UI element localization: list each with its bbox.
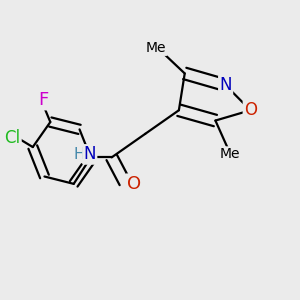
Text: O: O xyxy=(127,175,141,193)
Text: O: O xyxy=(244,101,257,119)
Text: N: N xyxy=(219,76,232,94)
Text: Me: Me xyxy=(146,41,166,55)
Text: Me: Me xyxy=(220,147,240,161)
Text: Cl: Cl xyxy=(4,129,20,147)
Text: F: F xyxy=(38,91,48,109)
Text: N: N xyxy=(83,146,96,164)
Text: H: H xyxy=(74,147,85,162)
